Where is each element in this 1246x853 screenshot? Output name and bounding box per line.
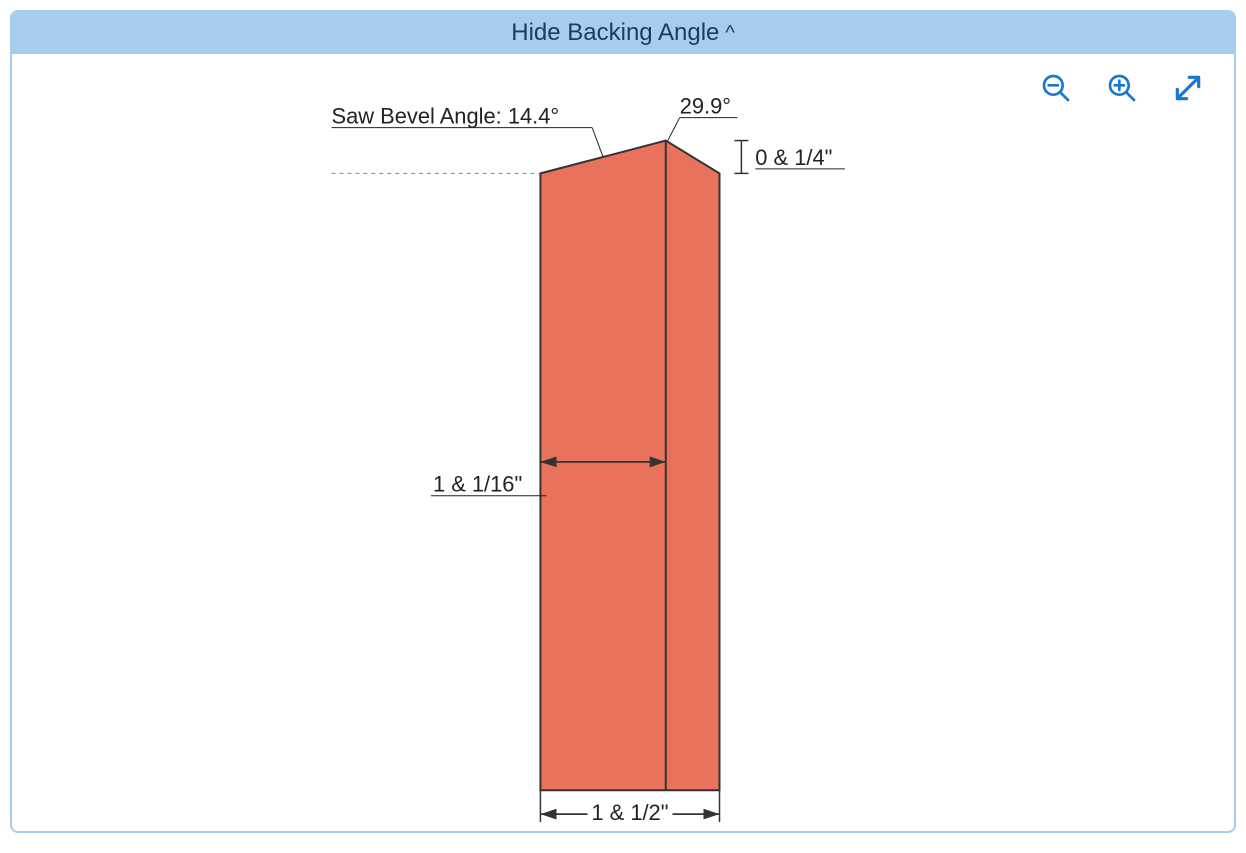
left-face-dim-label: 1 & 1/16" [433,472,522,497]
saw-bevel-leader [592,128,603,157]
board-cross-section [540,141,719,791]
top-angle-label: 29.9° [680,94,731,119]
saw-bevel-label: Saw Bevel Angle: 14.4° [332,104,560,129]
bottom-dim-label: 1 & 1/2" [591,800,668,825]
panel-title: Hide Backing Angle [511,19,719,47]
chevron-up-icon: ^ [725,22,734,45]
titlebar-toggle[interactable]: Hide Backing Angle ^ [12,12,1234,54]
backing-angle-diagram: Saw Bevel Angle: 14.4° 29.9° 0 & 1/4" 1 & 1… [12,54,1234,831]
drop-dim-label: 0 & 1/4" [755,145,832,170]
top-angle-leader [668,118,680,141]
diagram-panel: Hide Backing Angle ^ [10,10,1236,833]
diagram-canvas: Saw Bevel Angle: 14.4° 29.9° 0 & 1/4" 1 & 1… [12,54,1234,831]
